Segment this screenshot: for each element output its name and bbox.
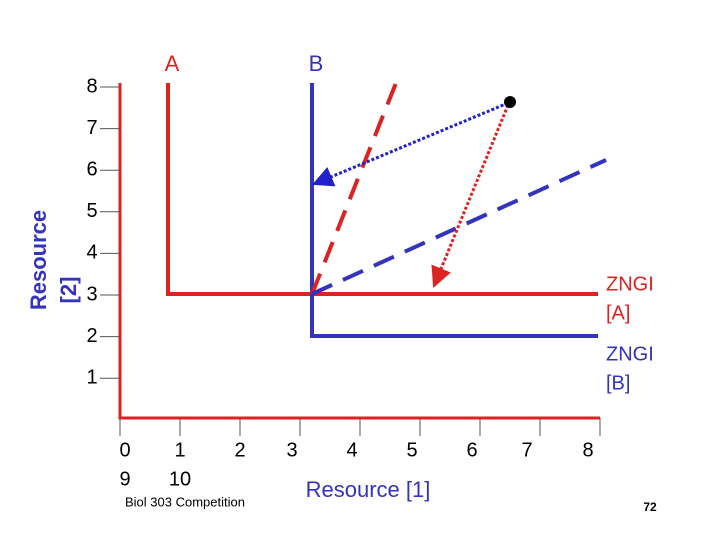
x-title: Resource [1]	[306, 477, 431, 502]
axis-lines	[118, 83, 600, 420]
y-tick-label: 5	[86, 200, 97, 222]
y-title-line: Resource	[26, 210, 51, 310]
page-number: 72	[643, 500, 657, 514]
y-tick-label: 7	[86, 117, 97, 139]
x-tick-label: 10	[169, 468, 191, 490]
x-tick-label: 6	[466, 439, 477, 461]
x-tick-label: 7	[521, 439, 532, 461]
x-tick-label: 5	[406, 439, 417, 461]
supply-point	[504, 96, 516, 108]
zngi-a-label: [A]	[606, 302, 630, 324]
red-dashed-line	[310, 77, 400, 295]
x-tick-label: 1	[174, 439, 185, 461]
x-tick-label: 2	[234, 439, 245, 461]
x-tick-label: 0	[119, 439, 130, 461]
blue-dashed-line	[311, 158, 607, 296]
label-a: A	[165, 51, 180, 76]
zngi-a-label: ZNGI	[606, 273, 654, 295]
y-tick-label: 6	[86, 158, 97, 180]
y-tick-label: 3	[86, 283, 97, 305]
y-tick-label: 1	[86, 366, 97, 388]
blue-arrow	[312, 101, 509, 187]
red-arrow	[431, 104, 510, 288]
zngi-a-line	[166, 83, 598, 296]
x-tick-label: 3	[286, 439, 297, 461]
y-tick-label: 8	[86, 75, 97, 97]
course-label: Biol 303 Competition	[125, 494, 245, 509]
y-title-line: [2]	[56, 277, 81, 304]
y-title: Resource [2]	[26, 210, 81, 310]
x-tick-label: 9	[119, 468, 130, 490]
x-tick-label: 4	[346, 439, 357, 461]
y-tick-label: 4	[86, 242, 97, 264]
zngi-b-label: [B]	[606, 372, 630, 394]
label-b: B	[309, 51, 324, 76]
zngi-b-line	[310, 83, 598, 338]
zngi-b-label: ZNGI	[606, 343, 654, 365]
axes	[118, 83, 600, 420]
y-tick-label: 2	[86, 325, 97, 347]
x-tick-label: 8	[582, 439, 593, 461]
